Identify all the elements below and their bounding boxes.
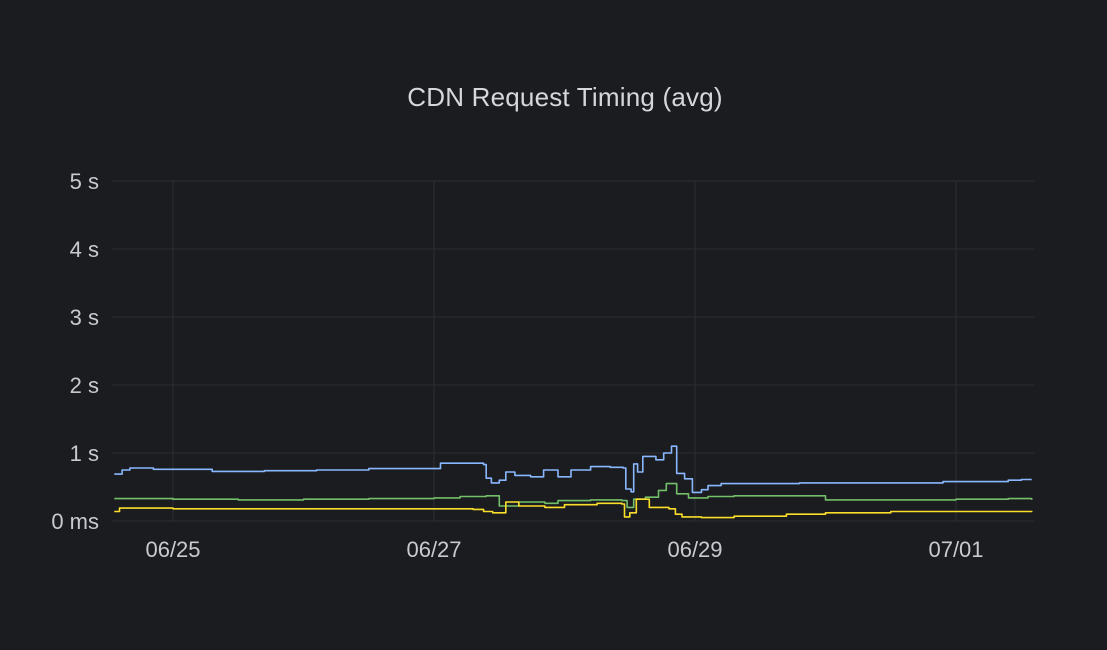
series-line-3 (114, 498, 1033, 519)
y-tick-label: 2 s (70, 373, 99, 398)
series-line-2 (114, 482, 1033, 509)
grid (112, 180, 1034, 522)
series-line-1 (114, 445, 1032, 494)
x-axis: 06/25 06/27 06/29 07/01 (145, 537, 983, 562)
y-tick-label: 5 s (70, 169, 99, 194)
x-tick-label: 06/25 (145, 537, 200, 562)
x-tick-label: 06/27 (406, 537, 461, 562)
y-axis: 0 ms 1 s 2 s 3 s 4 s 5 s (51, 169, 99, 534)
chart-title: CDN Request Timing (avg) (407, 82, 723, 112)
x-tick-label: 07/01 (928, 537, 983, 562)
y-tick-label: 1 s (70, 441, 99, 466)
y-tick-label: 4 s (70, 237, 99, 262)
x-tick-label: 06/29 (667, 537, 722, 562)
series-group (114, 445, 1033, 519)
y-tick-label: 3 s (70, 305, 99, 330)
y-tick-label: 0 ms (51, 509, 99, 534)
